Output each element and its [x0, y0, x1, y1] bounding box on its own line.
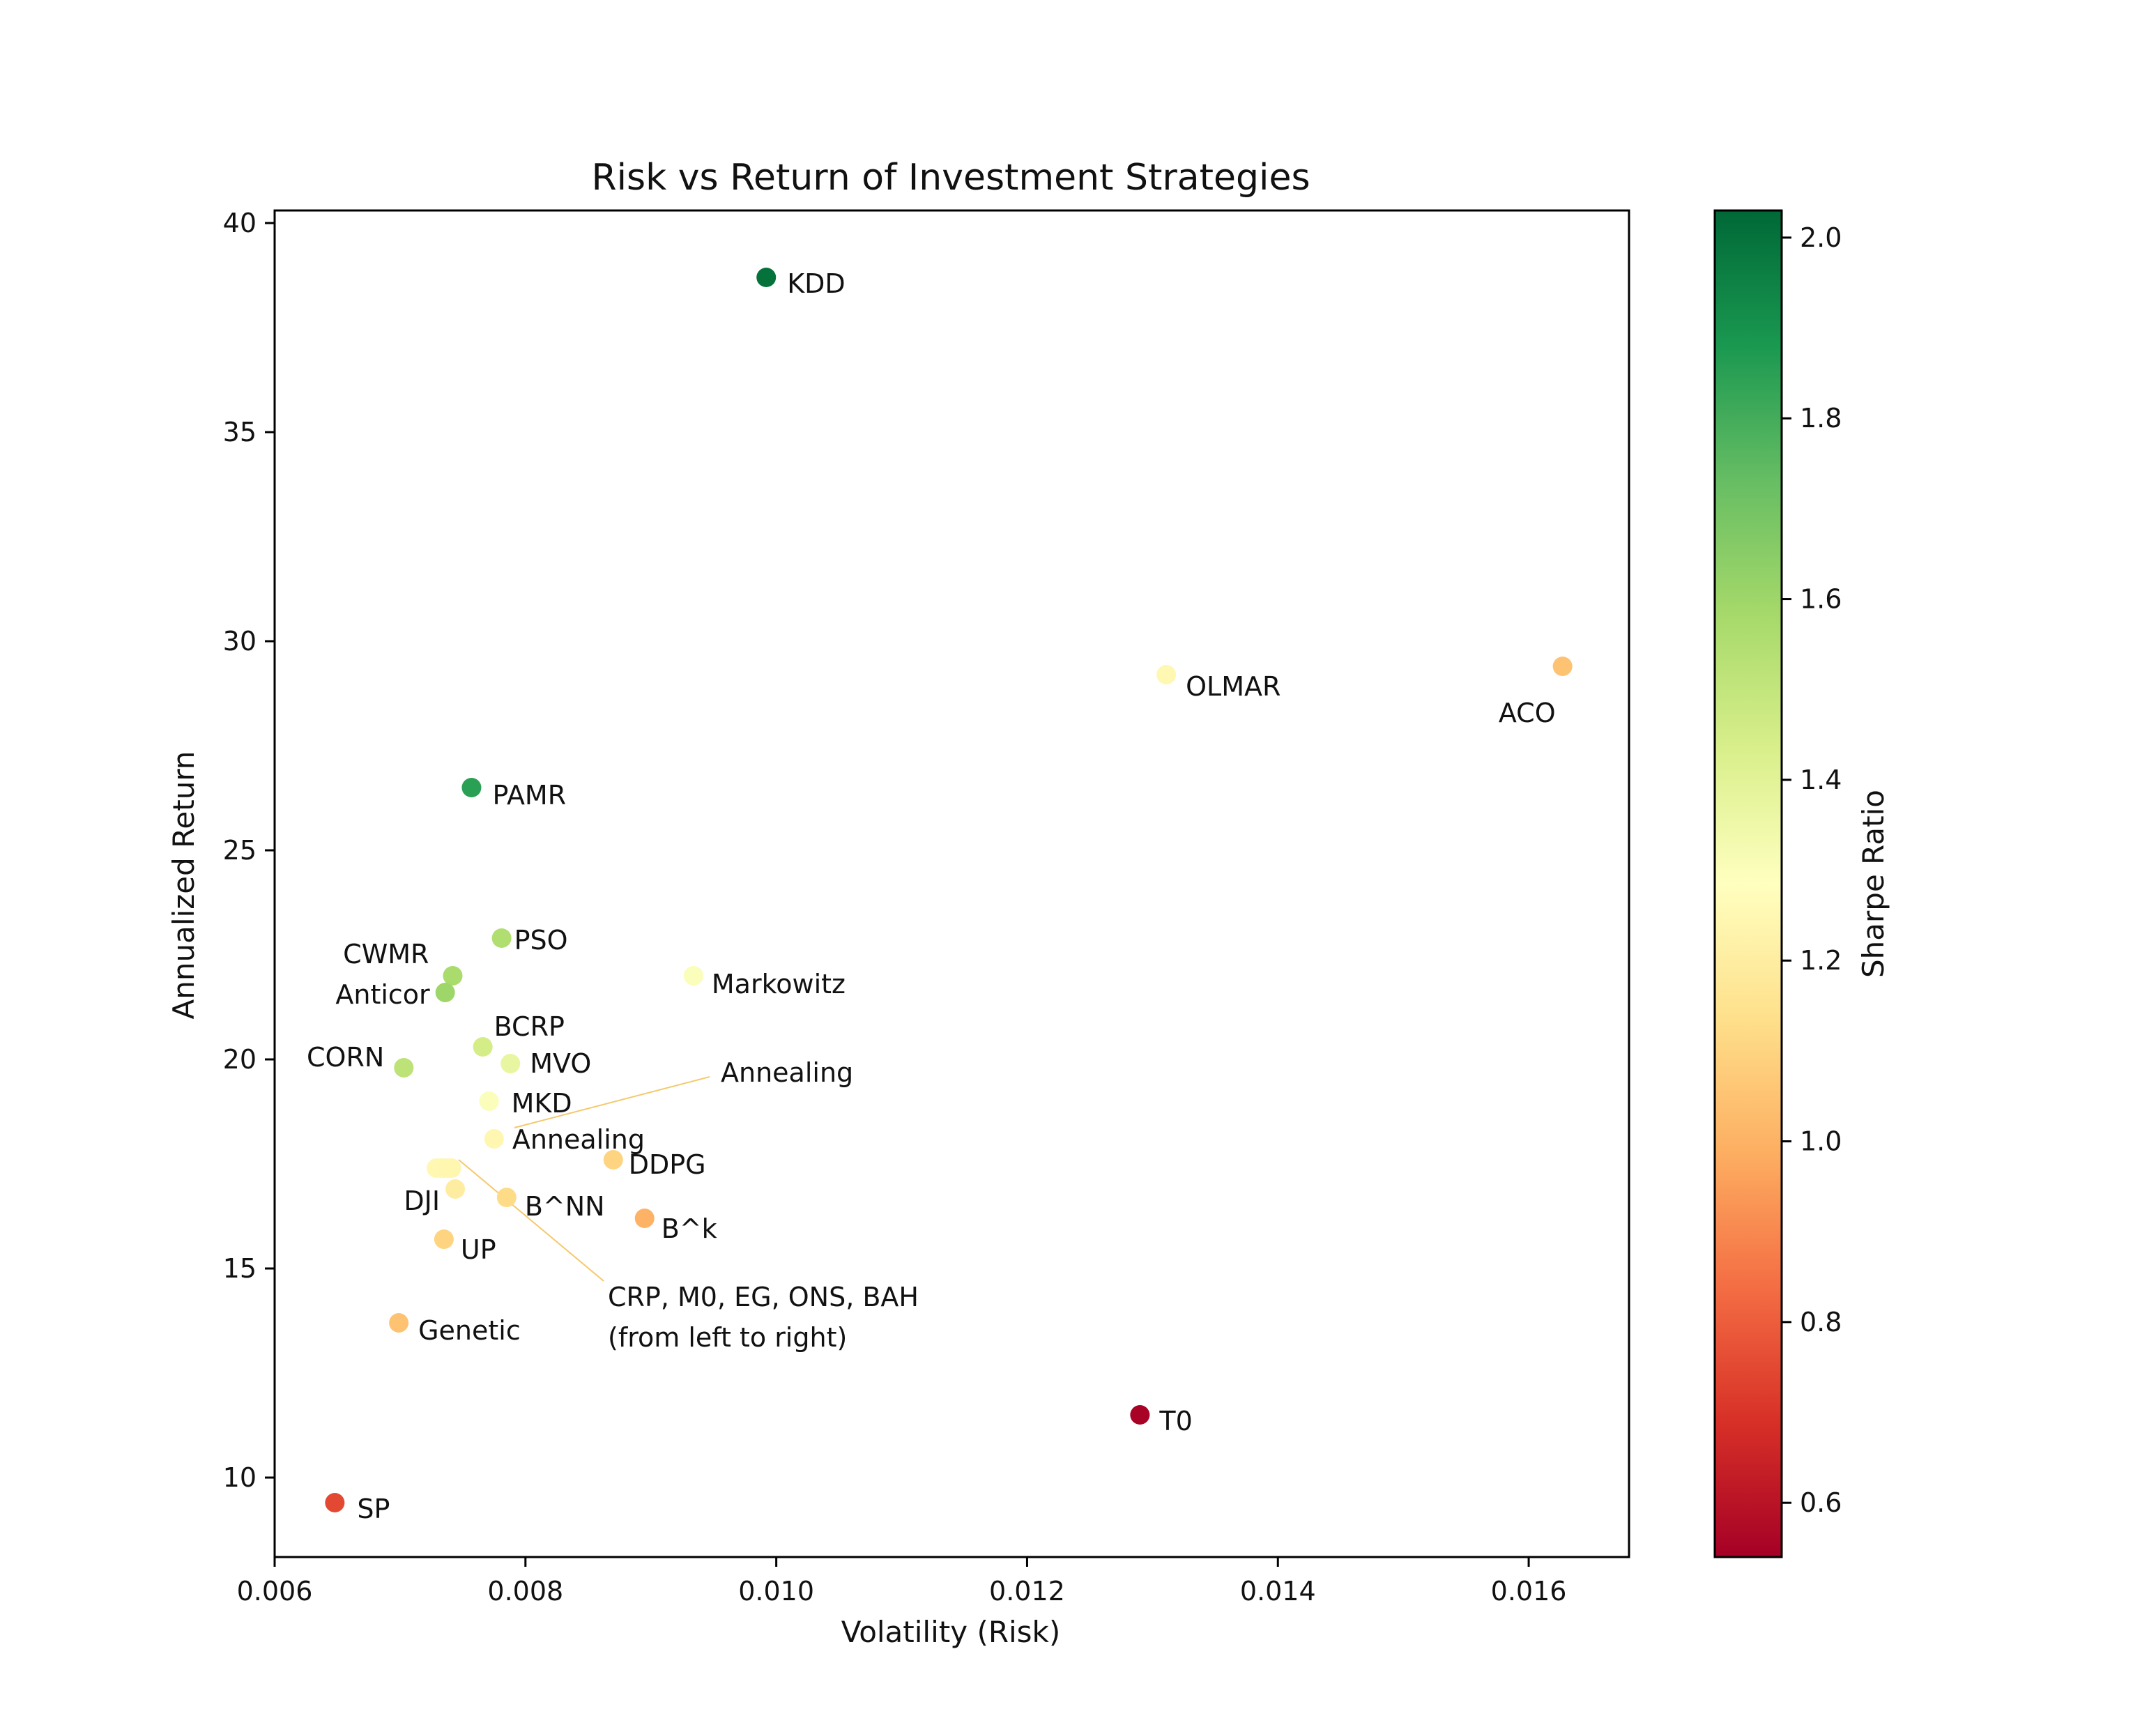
x-tick-label: 0.014: [1240, 1576, 1316, 1607]
label-cwmr: CWMR: [343, 939, 429, 969]
crp-group-callout-text: CRP, M0, EG, ONS, BAH: [608, 1282, 919, 1312]
point-bcrp: [473, 1037, 493, 1057]
x-axis-label: Volatility (Risk): [841, 1615, 1061, 1649]
label-pamr: PAMR: [492, 780, 566, 811]
y-tick-label: 30: [223, 626, 257, 657]
label-annealing: Annealing: [512, 1124, 645, 1155]
label-b-k: B^k: [662, 1213, 717, 1244]
label-olmar: OLMAR: [1186, 671, 1280, 702]
point-sp: [325, 1493, 345, 1512]
label-markowitz: Markowitz: [712, 969, 846, 999]
y-tick-label: 10: [223, 1462, 257, 1493]
label-b-nn: B^NN: [525, 1191, 605, 1222]
label-corn: CORN: [307, 1042, 384, 1073]
label-genetic: Genetic: [418, 1315, 521, 1346]
chart-title: Risk vs Return of Investment Strategies: [591, 157, 1310, 199]
colorbar-gradient: [1713, 209, 1783, 1558]
point-mvo: [500, 1054, 521, 1073]
point-t0: [1130, 1405, 1150, 1425]
x-tick-label: 0.010: [738, 1576, 814, 1607]
y-tick-label: 15: [223, 1253, 257, 1284]
point-markowitz: [683, 966, 703, 986]
label-ddpg: DDPG: [629, 1149, 706, 1180]
point-b-k: [634, 1209, 655, 1228]
callout-lines: [458, 1076, 710, 1282]
y-tick-label: 25: [223, 835, 257, 866]
point-kdd: [756, 268, 777, 287]
crp-group-callout-line: [458, 1159, 604, 1282]
point-bah: [441, 1158, 461, 1178]
colorbar: 0.6 0.8 1.0 1.2 1.4 1.6 1.8 2.0 Sharpe Ratio: [1713, 209, 1890, 1558]
colorbar-tick-label: 2.0: [1800, 222, 1842, 253]
point-anticor: [435, 983, 455, 1002]
x-tick-label: 0.006: [237, 1576, 313, 1607]
colorbar-tick-label: 1.2: [1800, 945, 1842, 976]
label-kdd: KDD: [787, 268, 845, 299]
y-axis-label: Annualized Return: [167, 751, 201, 1020]
point-cwmr: [443, 966, 463, 986]
label-pso: PSO: [514, 925, 568, 956]
y-tick-label: 20: [223, 1044, 257, 1075]
scatter-points: [325, 268, 1573, 1512]
label-anticor: Anticor: [335, 979, 430, 1010]
colorbar-tick-label: 1.4: [1800, 765, 1842, 795]
colorbar-tick-label: 0.8: [1800, 1307, 1842, 1337]
point-ddpg: [603, 1150, 623, 1170]
point-annealing: [484, 1129, 504, 1149]
y-tick-label: 40: [223, 208, 257, 238]
point-b-nn: [496, 1188, 517, 1207]
colorbar-tick-label: 1.0: [1800, 1126, 1842, 1157]
y-tick-label: 35: [223, 417, 257, 447]
colorbar-tick-label: 0.6: [1800, 1487, 1842, 1518]
x-axis-ticks: 0.006 0.008 0.010 0.012 0.014 0.016: [237, 1557, 1567, 1607]
y-axis-ticks: 10 15 20 25 30 35 40: [223, 208, 275, 1493]
label-up: UP: [461, 1234, 496, 1265]
label-dji: DJI: [404, 1186, 440, 1216]
point-pso: [491, 928, 512, 948]
crp-group-callout-subtext: (from left to right): [608, 1322, 847, 1353]
point-mkd: [479, 1091, 499, 1111]
x-tick-label: 0.016: [1491, 1576, 1567, 1607]
colorbar-label: Sharpe Ratio: [1856, 790, 1890, 978]
point-labels: KDD OLMAR ACO PAMR PSO CWMR Anticor Markowitz BC…: [307, 268, 1556, 1524]
point-up: [434, 1229, 454, 1249]
colorbar-ticks: 0.6 0.8 1.0 1.2 1.4 1.6 1.8 2.0: [1782, 222, 1842, 1518]
label-mvo: MVO: [530, 1048, 591, 1079]
label-t0: T0: [1159, 1406, 1192, 1436]
point-dji: [445, 1179, 466, 1199]
point-aco: [1552, 657, 1573, 676]
label-sp: SP: [357, 1494, 390, 1524]
label-aco: ACO: [1499, 698, 1556, 728]
x-tick-label: 0.012: [989, 1576, 1065, 1607]
colorbar-tick-label: 1.6: [1800, 584, 1842, 615]
point-corn: [394, 1058, 414, 1078]
annealing-callout-text: Annealing: [721, 1057, 853, 1088]
x-tick-label: 0.008: [487, 1576, 563, 1607]
label-bcrp: BCRP: [494, 1011, 565, 1042]
label-mkd: MKD: [512, 1088, 572, 1119]
plot-area: [273, 209, 1630, 1558]
point-pamr: [461, 778, 482, 797]
annealing-callout-line: [514, 1076, 710, 1128]
point-olmar: [1156, 665, 1177, 684]
colorbar-tick-label: 1.8: [1800, 403, 1842, 434]
point-genetic: [389, 1313, 409, 1333]
